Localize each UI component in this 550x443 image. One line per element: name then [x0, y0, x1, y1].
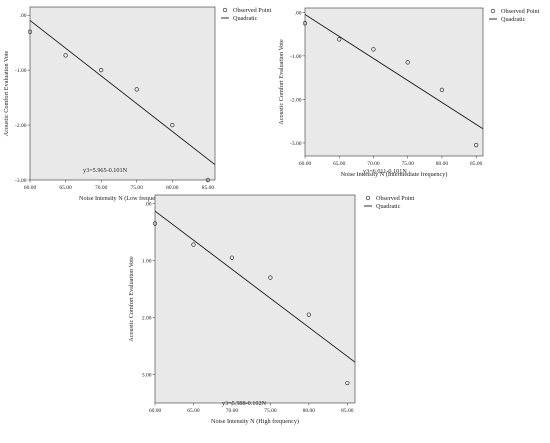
observed-point: [191, 242, 196, 247]
observed-point: [27, 29, 33, 34]
observed-point: [63, 53, 68, 58]
chart-high: 60.00 65.00 70.00 75.00 80.00 85.00 .00 1.00 2.0…: [128, 194, 415, 425]
observed-point: [474, 143, 479, 148]
observed-point: [302, 21, 308, 26]
legend-fit-label: Quadratic: [501, 16, 526, 23]
observed-point: [345, 380, 350, 386]
observed-point: [337, 37, 342, 42]
y-tick-label: .00: [20, 13, 27, 19]
x-tick-label: 80.00: [436, 161, 449, 167]
x-tick-label: 80.00: [303, 408, 316, 414]
x-tick-label: 75.00: [402, 161, 415, 167]
chart-low: 60.00 65.00 70.00 75.00 80.00 85.00 .00 -1.00 -2…: [3, 6, 272, 202]
x-tick-label: 85.00: [470, 161, 483, 167]
y-tick-label: 3.00: [142, 373, 152, 379]
y-tick-label: 2.00: [142, 316, 152, 322]
equation-label: y3=5.965-0.101N: [83, 167, 128, 174]
x-tick-label: 65.00: [333, 161, 346, 167]
observed-point: [170, 122, 175, 128]
x-tick-label: 60.00: [299, 161, 312, 167]
plot-area: [304, 7, 484, 157]
x-tick-label: 65.00: [59, 185, 72, 191]
chart-intermediate: 60.00 65.00 70.00 75.00 80.00 85.00 .00 -1.00 -2…: [278, 7, 540, 178]
observed-point: [306, 312, 311, 317]
y-tick-label: .00: [295, 10, 302, 16]
x-tick-label: 70.00: [367, 161, 380, 167]
observed-point: [371, 47, 376, 52]
observed-point: [229, 255, 235, 260]
legend-observed-label: Observed Point: [376, 195, 415, 202]
y-tick-label: -1.00: [290, 54, 302, 60]
legend-observed-label: Observed Point: [501, 8, 540, 15]
fit-line: [155, 210, 355, 363]
observed-point: [405, 60, 410, 65]
y-tick-label: -3.00: [15, 178, 27, 184]
y-axis-label: Acoustic Comfort Evaluation Vote: [278, 39, 285, 125]
legend-point-marker: [365, 195, 371, 201]
x-tick-label: 70.00: [226, 408, 239, 414]
y-tick-label: -3.00: [290, 141, 302, 147]
fit-line: [305, 14, 483, 130]
y-tick-label: -2.00: [290, 97, 302, 103]
legend-observed-label: Observed Point: [233, 7, 272, 14]
fit-line: [30, 20, 215, 166]
legend-fit-label: Quadratic: [376, 203, 401, 210]
y-tick-label: .00: [145, 202, 152, 208]
y-axis-label: Acoustic Comfort Evaluation Vote: [128, 256, 135, 342]
x-axis-label: Noise Intensity N (High frequency): [211, 418, 299, 425]
observed-point: [99, 68, 104, 73]
observed-point: [205, 177, 210, 183]
x-axis-label: Noise Intensity N (Intermediate frequenc…: [341, 171, 448, 178]
observed-point: [152, 221, 158, 226]
x-tick-label: 75.00: [264, 408, 277, 414]
observed-point: [439, 87, 445, 92]
legend-point-marker: [490, 8, 496, 14]
observed-point: [268, 275, 273, 280]
plot-area: [29, 6, 216, 181]
x-tick-label: 80.00: [166, 185, 179, 191]
x-tick-label: 60.00: [149, 408, 162, 414]
x-tick-label: 65.00: [187, 408, 200, 414]
x-tick-label: 85.00: [341, 408, 354, 414]
x-tick-label: 75.00: [131, 185, 144, 191]
x-axis-label: Noise Intensity N (Low frequency): [79, 195, 166, 202]
x-tick-label: 70.00: [95, 185, 108, 191]
observed-point: [134, 87, 139, 92]
legend-point-marker: [222, 7, 228, 13]
y-tick-label: 1.00: [142, 259, 152, 265]
plot-area: [154, 194, 356, 404]
y-axis-label: Acoustic Comfort Evaluation Vote: [3, 50, 10, 136]
y-tick-label: -1.00: [15, 68, 27, 74]
y-tick-label: -2.00: [15, 123, 27, 129]
equation-label: y3=5.988-0.102N: [222, 400, 267, 407]
equation-label: y3=6.011-0.101N: [363, 168, 407, 175]
legend-fit-label: Quadratic: [233, 15, 258, 22]
x-tick-label: 60.00: [24, 185, 37, 191]
x-tick-label: 85.00: [202, 185, 215, 191]
